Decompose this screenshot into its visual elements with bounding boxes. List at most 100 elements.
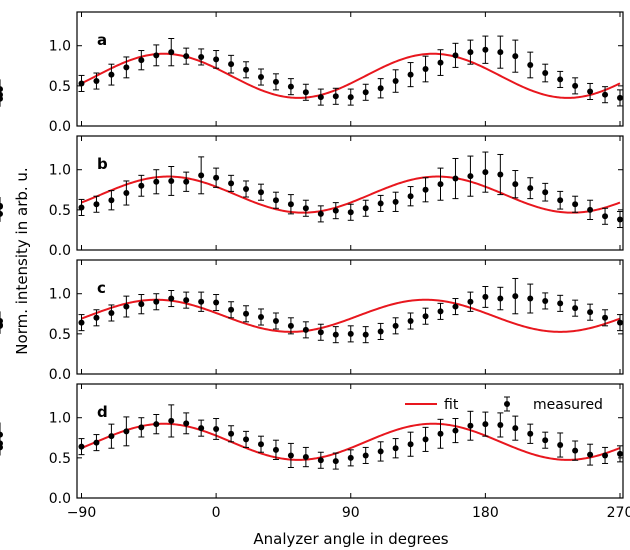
measured-point bbox=[542, 70, 549, 77]
y-tick-label: 0.5 bbox=[49, 203, 71, 219]
panel-label: a bbox=[97, 31, 107, 49]
measured-point bbox=[138, 182, 145, 189]
measured-point bbox=[587, 451, 594, 458]
measured-point bbox=[198, 425, 205, 432]
measured-point bbox=[183, 297, 190, 304]
measured-point bbox=[527, 295, 534, 302]
measured-point bbox=[512, 293, 519, 300]
measured-point bbox=[198, 172, 205, 179]
panel-label: b bbox=[97, 155, 108, 173]
measured-point bbox=[542, 297, 549, 304]
measured-point bbox=[392, 78, 399, 85]
measured-point bbox=[228, 61, 235, 68]
panel-b: 0.0 0.5 1.0 b bbox=[0, 135, 624, 259]
measured-point bbox=[228, 180, 235, 187]
panel-frame bbox=[76, 135, 624, 251]
measured-point bbox=[557, 76, 564, 83]
measured-point bbox=[422, 66, 429, 72]
measured-point bbox=[287, 452, 294, 459]
measured-point bbox=[213, 56, 220, 63]
measured-point bbox=[108, 197, 115, 204]
measured-point bbox=[108, 309, 115, 316]
panel-label: d bbox=[97, 403, 108, 421]
measured-point bbox=[497, 295, 504, 302]
measured-point bbox=[198, 53, 205, 60]
measured-point bbox=[317, 457, 324, 464]
measured-point bbox=[168, 49, 175, 56]
measured-point bbox=[482, 421, 489, 428]
panel-c: 0.0 0.5 1.0 c bbox=[0, 259, 624, 383]
measured-point bbox=[302, 89, 309, 96]
measured-point bbox=[617, 319, 624, 326]
x-axis-title: Analyzer angle in degrees bbox=[253, 530, 448, 548]
measured-point bbox=[228, 306, 235, 313]
measured-point bbox=[347, 209, 354, 216]
panel-d: 0.0 0.5 1.0 d −90 0 90 180 270 bbox=[0, 383, 630, 521]
measured-point bbox=[302, 454, 309, 461]
measured-point bbox=[257, 441, 264, 448]
measured-point bbox=[557, 300, 564, 307]
measured-point bbox=[512, 425, 519, 432]
measured-point bbox=[437, 308, 444, 315]
measured-point bbox=[198, 298, 205, 305]
measured-point bbox=[123, 190, 130, 196]
x-tick-label: 0 bbox=[212, 505, 221, 521]
y-tick-label: 0.5 bbox=[49, 327, 71, 343]
measured-point bbox=[572, 447, 579, 454]
measured-point bbox=[138, 424, 145, 431]
measured-point bbox=[243, 436, 250, 443]
measured-point bbox=[512, 181, 519, 188]
measured-point bbox=[257, 189, 264, 196]
measured-point bbox=[497, 49, 504, 56]
measured-point bbox=[243, 66, 250, 73]
measured-point bbox=[257, 314, 264, 320]
measured-point bbox=[0, 318, 3, 325]
measured-point bbox=[362, 205, 369, 212]
measured-point bbox=[527, 61, 534, 68]
measured-point bbox=[362, 452, 369, 459]
measured-point bbox=[482, 46, 489, 53]
measured-point bbox=[467, 49, 474, 56]
measured-point bbox=[617, 216, 624, 223]
measured-point bbox=[392, 322, 399, 329]
measured-point bbox=[213, 174, 220, 181]
measured-point bbox=[78, 319, 85, 326]
measured-point bbox=[557, 442, 564, 449]
x-tick-label: −90 bbox=[67, 505, 97, 521]
measured-point bbox=[213, 299, 220, 306]
measured-point bbox=[422, 313, 429, 320]
y-tick-label: 1.0 bbox=[49, 287, 71, 303]
y-tick-label: 0.0 bbox=[49, 243, 71, 259]
y-tick-label: 1.0 bbox=[49, 39, 71, 55]
measured-point bbox=[452, 303, 459, 310]
measured-point bbox=[467, 422, 474, 429]
measured-point bbox=[542, 437, 549, 444]
measured-point bbox=[362, 89, 369, 96]
measured-point bbox=[347, 330, 354, 337]
measured-point bbox=[302, 326, 309, 333]
measured-point bbox=[467, 173, 474, 180]
measured-point bbox=[437, 59, 444, 66]
measured-point bbox=[407, 71, 414, 78]
measured-point bbox=[407, 318, 414, 325]
measured-point bbox=[93, 78, 100, 85]
panel-frame bbox=[76, 383, 624, 499]
measured-point bbox=[153, 298, 160, 305]
measured-point bbox=[287, 83, 294, 90]
measured-point bbox=[527, 185, 534, 192]
measured-point bbox=[272, 78, 279, 85]
measured-point bbox=[407, 441, 414, 448]
measured-point bbox=[153, 52, 160, 59]
measured-point bbox=[123, 303, 130, 310]
measured-point bbox=[183, 420, 190, 427]
measured-point bbox=[168, 177, 175, 184]
measured-point bbox=[317, 94, 324, 101]
measured-point bbox=[183, 178, 190, 185]
measured-point bbox=[0, 91, 3, 98]
measured-point bbox=[602, 314, 609, 321]
measured-point bbox=[108, 433, 115, 440]
y-tick-label: 0.0 bbox=[49, 119, 71, 135]
measured-point bbox=[587, 88, 594, 95]
measured-point bbox=[392, 445, 399, 452]
